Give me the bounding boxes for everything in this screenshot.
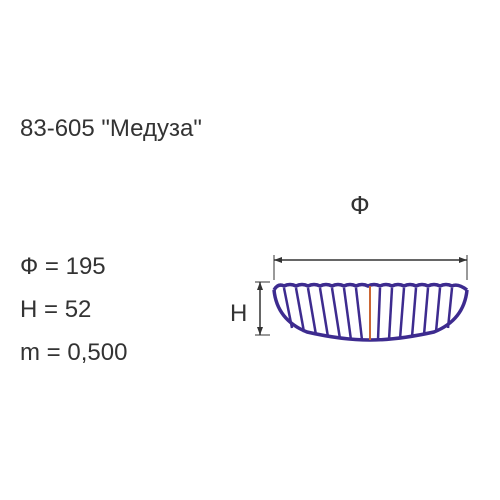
spec-mass-value: 0,500 xyxy=(67,339,127,366)
bowl-diagram xyxy=(252,220,482,370)
spec-mass-label: m xyxy=(20,339,40,366)
spec-diameter: Ф = 195 xyxy=(20,245,127,288)
spec-block: Ф = 195 H = 52 m = 0,500 xyxy=(20,245,127,375)
bowl-shape xyxy=(274,285,467,341)
phi-symbol-label: Ф xyxy=(350,190,370,221)
spec-diameter-value: 195 xyxy=(66,253,106,280)
diameter-dimension xyxy=(274,255,467,280)
product-title: 83-605 "Медуза" xyxy=(20,115,202,143)
height-dimension xyxy=(255,282,270,335)
diagram-container: Ф H xyxy=(230,190,480,370)
spec-height-label: H xyxy=(20,296,37,323)
spec-height-value: 52 xyxy=(65,296,92,323)
h-symbol-label: H xyxy=(230,300,247,328)
spec-mass: m = 0,500 xyxy=(20,331,127,374)
spec-diameter-label: Ф xyxy=(20,253,38,280)
spec-height: H = 52 xyxy=(20,288,127,331)
